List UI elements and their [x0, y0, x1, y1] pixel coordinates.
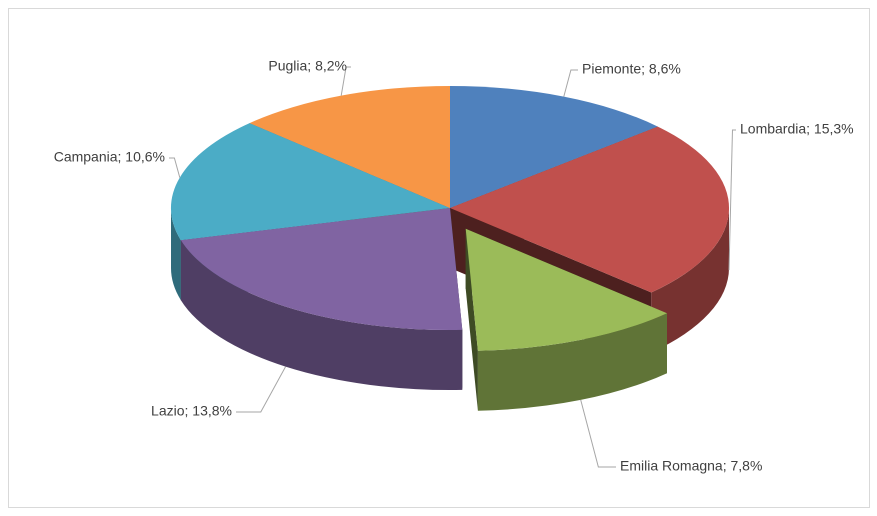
slice [465, 228, 667, 351]
slice-wall [465, 228, 478, 411]
data-label: Piemonte; 8,6% [582, 61, 681, 77]
slice-side [477, 313, 667, 411]
data-label: Puglia; 8,2% [268, 58, 347, 74]
data-label: Emilia Romagna; 7,8% [620, 458, 762, 474]
leader-line [169, 157, 181, 178]
slice [180, 208, 463, 331]
slice [249, 86, 450, 208]
data-label: Lazio; 13,8% [151, 403, 232, 419]
slice [450, 86, 658, 208]
data-label: Campania; 10,6% [54, 149, 165, 165]
slice-side [170, 208, 181, 301]
slice [170, 123, 451, 241]
slice-side [180, 240, 463, 391]
leader-line [580, 399, 616, 468]
leader-line [728, 129, 736, 271]
data-label: Lombardia; 15,3% [740, 121, 854, 137]
leader-line [563, 69, 578, 97]
leader-line [236, 366, 287, 413]
slice-side [651, 208, 729, 353]
slice [450, 126, 730, 293]
leader-line [340, 66, 351, 96]
